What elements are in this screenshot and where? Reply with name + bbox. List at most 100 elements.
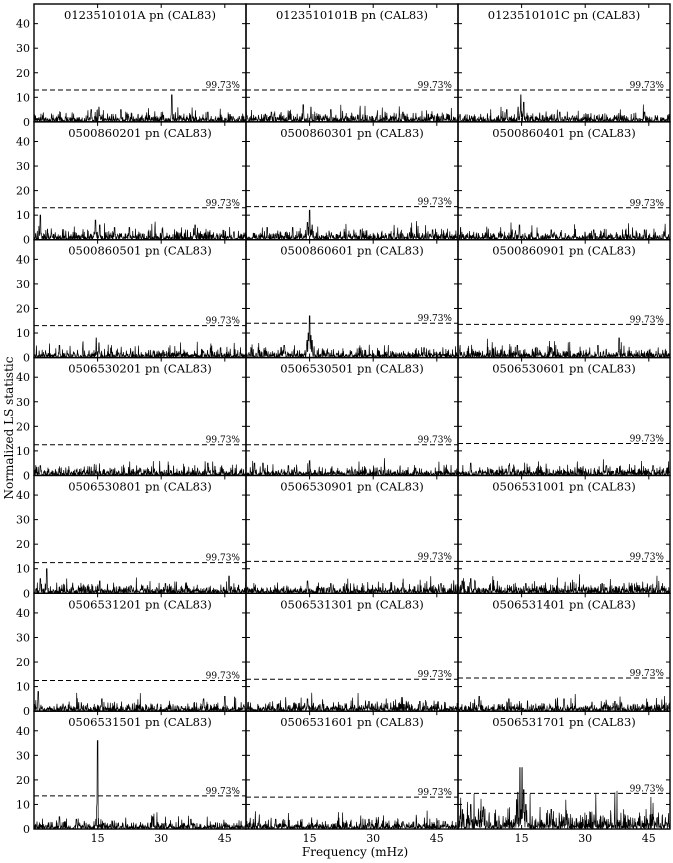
- panel-title: 0506530601 pn (CAL83): [492, 362, 636, 376]
- y-tick-label: 40: [16, 489, 30, 502]
- panel-title: 0506530501 pn (CAL83): [280, 362, 424, 376]
- panel-title: 0123510101A pn (CAL83): [64, 8, 216, 22]
- panel-title: 0506531001 pn (CAL83): [492, 479, 636, 493]
- y-tick-label: 30: [16, 514, 30, 527]
- panel-title: 0506530801 pn (CAL83): [68, 479, 212, 493]
- panel-16: 99.73% 0506531201 pn (CAL83) 0 10 20 30 40: [16, 592, 247, 718]
- threshold-label: 99.73%: [418, 81, 453, 91]
- x-axis-label: Frequency (mHz): [301, 845, 409, 859]
- y-tick-label: 20: [16, 538, 30, 551]
- y-tick-label: 40: [16, 607, 30, 620]
- power-spectrum-line: [458, 94, 670, 122]
- x-tick-label: 45: [430, 832, 444, 845]
- power-spectrum-line: [246, 104, 458, 122]
- threshold-label: 99.73%: [418, 198, 453, 208]
- power-spectrum-line: [34, 740, 246, 830]
- threshold-label: 99.73%: [206, 81, 241, 91]
- panel-6: 99.73% 0500860401 pn (CAL83): [457, 121, 671, 241]
- panel-8: 99.73% 0500860601 pn (CAL83): [245, 239, 459, 359]
- panel-title: 0506531301 pn (CAL83): [280, 597, 424, 611]
- panel-3: 99.73% 0123510101C pn (CAL83): [457, 3, 671, 123]
- panel-10: 99.73% 0506530201 pn (CAL83) 0 10 20 30 40: [16, 356, 247, 482]
- power-spectrum-line: [458, 693, 670, 712]
- y-tick-label: 0: [23, 587, 30, 600]
- panel-5: 99.73% 0500860301 pn (CAL83): [245, 121, 459, 241]
- y-tick-label: 0: [23, 352, 30, 365]
- panel-frame: [457, 710, 671, 830]
- x-tick-label: 15: [91, 832, 105, 845]
- threshold-label: 99.73%: [630, 81, 665, 91]
- panel-grid: 99.73% 0123510101A pn (CAL83) 0 10 20 30 40 99.…: [16, 3, 671, 845]
- panel-title: 0500860901 pn (CAL83): [492, 244, 636, 258]
- power-spectrum-line: [34, 337, 246, 358]
- y-tick-label: 10: [16, 327, 30, 340]
- y-tick-label: 0: [23, 469, 30, 482]
- y-tick-label: 0: [23, 234, 30, 247]
- y-tick-label: 10: [16, 91, 30, 104]
- panel-title: 0506531401 pn (CAL83): [492, 597, 636, 611]
- panel-21: 99.73% 0506531701 pn (CAL83) 15 30 45: [457, 710, 671, 845]
- power-spectrum-line: [458, 459, 670, 476]
- panel-title: 0506531201 pn (CAL83): [68, 597, 212, 611]
- panel-title: 0506530201 pn (CAL83): [68, 362, 212, 376]
- x-tick-label: 45: [218, 832, 232, 845]
- power-spectrum-line: [34, 94, 246, 122]
- power-spectrum-line: [458, 222, 670, 240]
- y-tick-label: 30: [16, 42, 30, 55]
- panel-1: 99.73% 0123510101A pn (CAL83) 0 10 20 30 40: [16, 3, 247, 129]
- threshold-label: 99.73%: [206, 199, 241, 209]
- panel-title: 0506531601 pn (CAL83): [280, 715, 424, 729]
- y-axis-label: Normalized LS statistic: [2, 356, 16, 500]
- power-spectrum-line: [246, 576, 458, 594]
- threshold-label: 99.73%: [630, 315, 665, 325]
- y-tick-label: 40: [16, 18, 30, 31]
- threshold-label: 99.73%: [418, 788, 453, 798]
- threshold-label: 99.73%: [630, 784, 665, 794]
- panel-19: 99.73% 0506531501 pn (CAL83) 0 10 20 30 40 15 30…: [16, 710, 247, 845]
- panel-title: 0123510101B pn (CAL83): [276, 8, 428, 22]
- power-spectrum-line: [458, 767, 670, 830]
- power-spectrum-line: [246, 458, 458, 476]
- y-tick-label: 10: [16, 209, 30, 222]
- panel-title: 0500860501 pn (CAL83): [68, 244, 212, 258]
- panel-title: 0500860401 pn (CAL83): [492, 126, 636, 140]
- threshold-label: 99.73%: [630, 552, 665, 562]
- threshold-label: 99.73%: [206, 436, 241, 446]
- y-tick-label: 30: [16, 749, 30, 762]
- y-tick-label: 30: [16, 160, 30, 173]
- threshold-label: 99.73%: [418, 314, 453, 324]
- panel-20: 99.73% 0506531601 pn (CAL83) 15 30 45: [245, 710, 459, 845]
- panel-11: 99.73% 0506530501 pn (CAL83): [245, 356, 459, 477]
- panel-title: 0506531701 pn (CAL83): [492, 715, 636, 729]
- power-spectrum-line: [458, 574, 670, 594]
- panel-title: 0500860301 pn (CAL83): [280, 126, 424, 140]
- power-spectrum-line: [34, 568, 246, 594]
- threshold-label: 99.73%: [630, 435, 665, 445]
- threshold-label: 99.73%: [206, 554, 241, 564]
- power-spectrum-line: [34, 691, 246, 712]
- y-tick-label: 40: [16, 371, 30, 384]
- threshold-label: 99.73%: [206, 671, 241, 681]
- x-tick-label: 15: [303, 832, 317, 845]
- panel-title: 0500860201 pn (CAL83): [68, 126, 212, 140]
- threshold-label: 99.73%: [630, 669, 665, 679]
- panel-title: 0500860601 pn (CAL83): [280, 244, 424, 258]
- threshold-label: 99.73%: [630, 199, 665, 209]
- y-tick-label: 20: [16, 67, 30, 80]
- panel-title: 0506530901 pn (CAL83): [280, 479, 424, 493]
- threshold-label: 99.73%: [206, 317, 241, 327]
- threshold-label: 99.73%: [418, 670, 453, 680]
- panel-15: 99.73% 0506531001 pn (CAL83): [457, 474, 671, 594]
- y-tick-label: 40: [16, 253, 30, 266]
- panel-7: 99.73% 0500860501 pn (CAL83) 0 10 20 30 40: [16, 239, 247, 365]
- y-tick-label: 20: [16, 656, 30, 669]
- y-tick-label: 20: [16, 185, 30, 198]
- y-tick-label: 20: [16, 420, 30, 433]
- x-tick-label: 30: [366, 832, 380, 845]
- panel-18: 99.73% 0506531401 pn (CAL83): [457, 592, 671, 712]
- panel-2: 99.73% 0123510101B pn (CAL83): [245, 3, 459, 123]
- y-tick-label: 10: [16, 681, 30, 694]
- y-tick-label: 20: [16, 302, 30, 315]
- y-tick-label: 30: [16, 631, 30, 644]
